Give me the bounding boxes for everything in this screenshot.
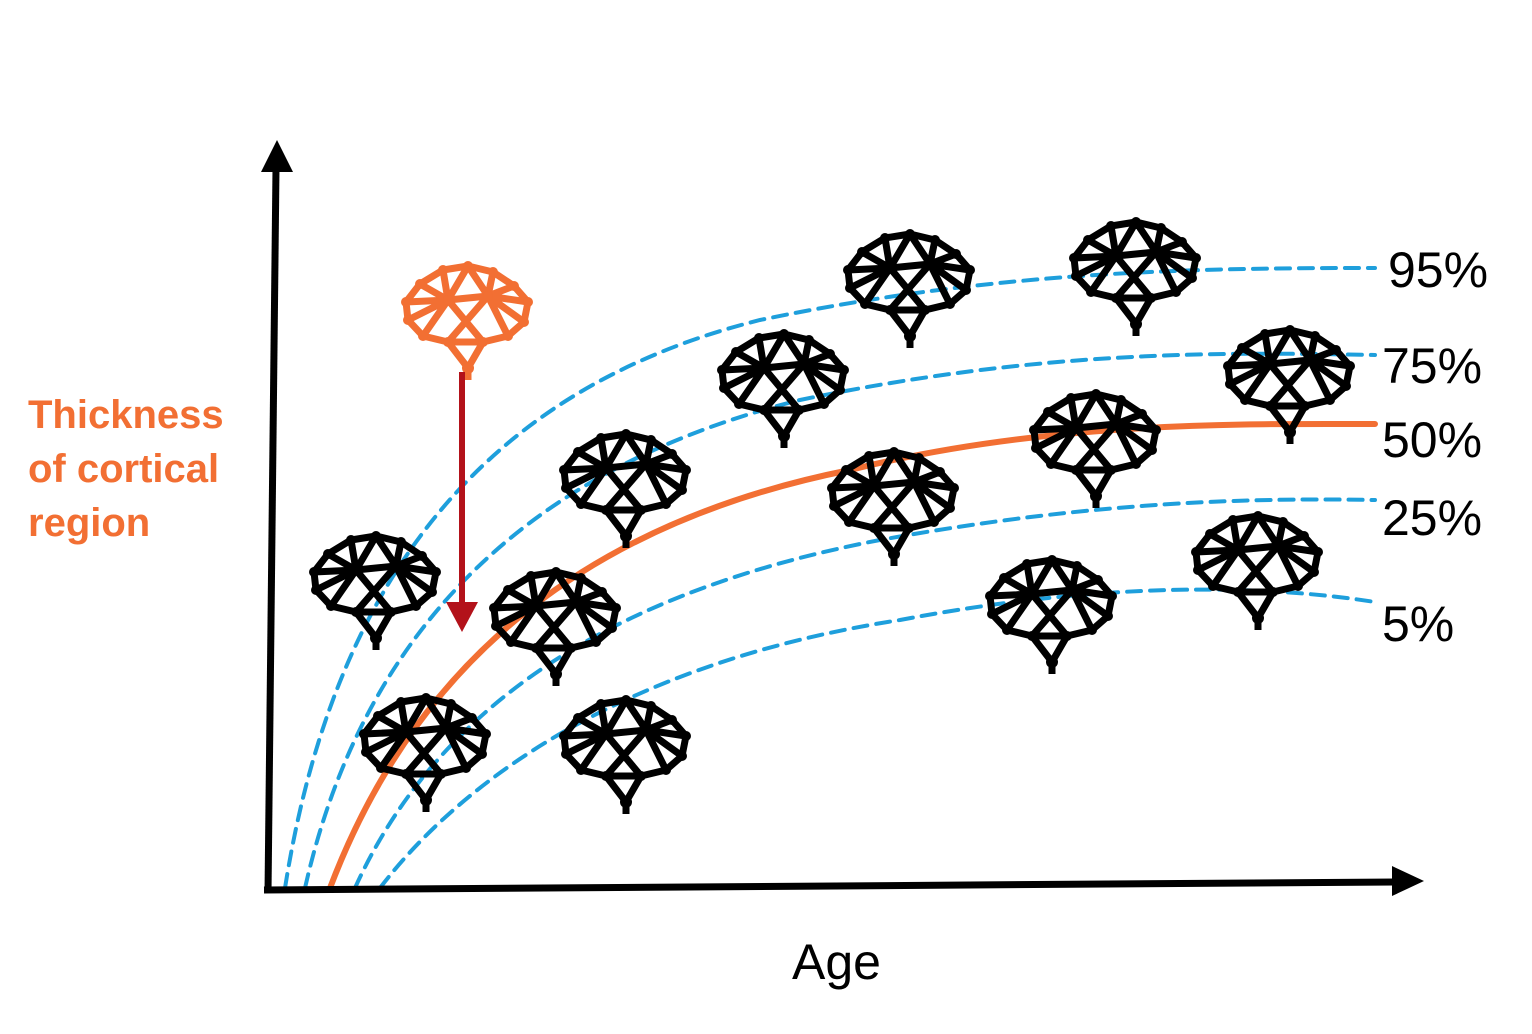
y-axis-label-line-3: region: [28, 501, 151, 545]
percentile-label-25: 25%: [1382, 490, 1483, 546]
brain-network-icon: [717, 329, 849, 448]
y-axis-arrowhead: [261, 140, 293, 172]
x-axis-label: Age: [792, 934, 881, 990]
deviation-arrow-head: [446, 602, 478, 632]
brain-network-icon: [1029, 389, 1161, 508]
y-axis-label-line-2: of cortical: [28, 447, 220, 491]
y-axis: [264, 167, 280, 894]
brain-network-icon: [1191, 511, 1323, 630]
highlighted-brain-network-icon: [401, 261, 533, 380]
curve-5th-percentile: [378, 587, 1377, 890]
curve-95th-percentile: [283, 266, 1377, 890]
percentile-label-50: 50%: [1382, 412, 1483, 468]
x-axis: [263, 878, 1397, 894]
brain-network-icon: [985, 555, 1117, 674]
y-axis-label-line-1: Thickness: [28, 393, 224, 437]
brain-network-icon: [559, 695, 691, 814]
brain-network-icon: [1069, 217, 1201, 336]
curve-75th-percentile: [303, 351, 1377, 890]
percentile-label-95: 95%: [1388, 242, 1489, 298]
x-axis-arrowhead: [1392, 866, 1424, 896]
curve-25th-percentile: [353, 497, 1377, 890]
y-axis-label: Thickness of cortical region: [28, 388, 268, 550]
percentile-label-75: 75%: [1382, 338, 1483, 394]
percentile-label-5: 5%: [1382, 596, 1455, 652]
